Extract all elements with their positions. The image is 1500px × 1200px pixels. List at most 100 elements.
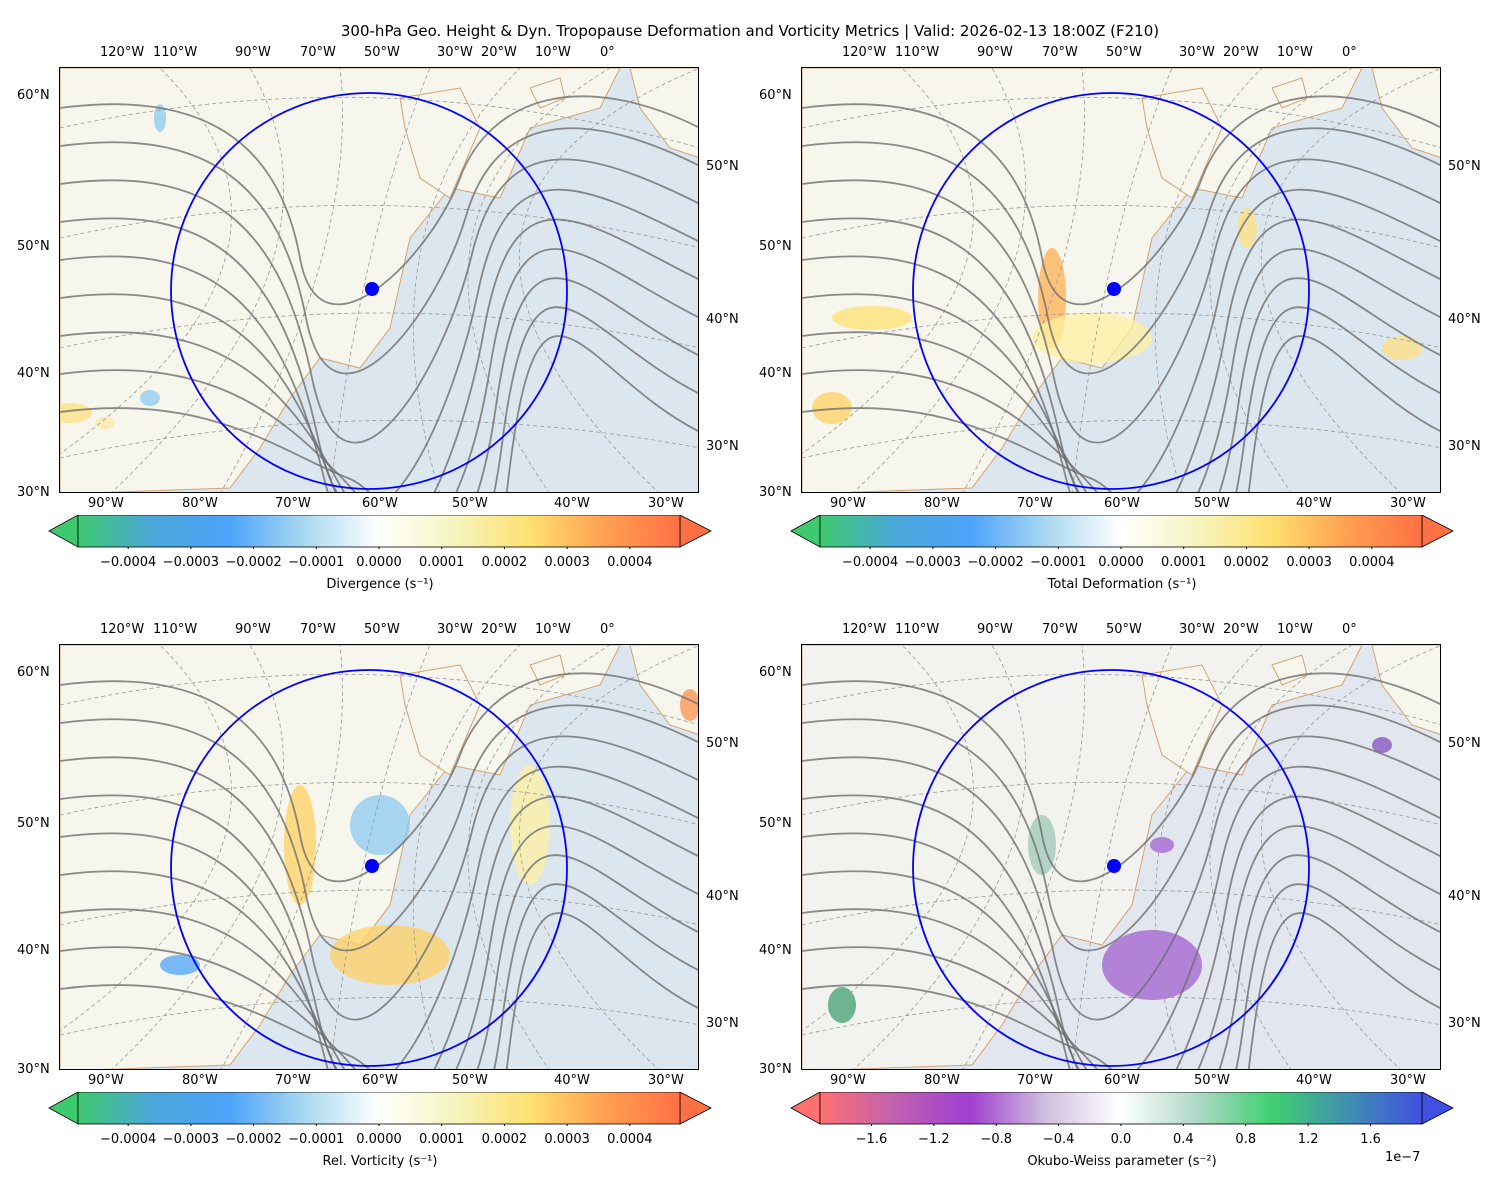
bottom-longitude-label: 70°W (275, 1073, 311, 1088)
height-contour (60, 765, 698, 1069)
map-panel-relative-vorticity (59, 644, 699, 1070)
colorbar-gradient (819, 1092, 1423, 1125)
graticule-line (802, 97, 1440, 148)
map-panel-total-deformation (801, 67, 1441, 493)
colorbar-okubo-weiss (790, 1092, 1454, 1126)
right-latitude-label: 50°N (706, 159, 739, 174)
top-longitude-label: 110°W (895, 45, 940, 60)
bottom-longitude-label: 40°W (554, 1073, 590, 1088)
colorbar-tick-label: 1.6 (1360, 1132, 1381, 1147)
land-north-america (60, 68, 621, 492)
left-latitude-label: 60°N (759, 88, 792, 103)
colorbar-tick-label: 0.0001 (418, 1132, 465, 1147)
height-contour (802, 912, 1440, 1069)
colorbar-tick-label: −0.8 (980, 1132, 1012, 1147)
left-latitude-label: 30°N (17, 485, 50, 500)
height-contour (60, 188, 698, 492)
left-latitude-label: 40°N (17, 366, 50, 381)
top-longitude-label: 70°W (1042, 45, 1078, 60)
top-longitude-label: 70°W (300, 45, 336, 60)
right-latitude-label: 50°N (706, 736, 739, 751)
left-latitude-label: 30°N (17, 1062, 50, 1077)
height-contour (60, 306, 698, 492)
graticule-line (60, 645, 232, 1032)
height-contour (60, 277, 698, 492)
colorbar-tick-label: 0.8 (1235, 1132, 1257, 1147)
colorbar-tick-label: 1.2 (1297, 1132, 1319, 1147)
right-latitude-label: 50°N (1448, 159, 1481, 174)
top-longitude-label: 0° (600, 45, 615, 60)
top-longitude-label: 10°W (535, 45, 571, 60)
field-shading (350, 795, 410, 855)
graticule-line (962, 68, 1085, 492)
height-contour (60, 912, 698, 1069)
analysis-radius-circle (170, 669, 568, 1067)
colorbar-min-extend (790, 515, 821, 548)
field-shading (510, 765, 550, 885)
field-shading (1102, 930, 1202, 1000)
right-latitude-label: 40°N (706, 312, 739, 327)
graticule-line (802, 312, 1440, 349)
top-longitude-label: 50°W (1106, 622, 1142, 637)
right-latitude-label: 30°N (1448, 439, 1481, 454)
field-shading (1237, 208, 1257, 248)
graticule-line (60, 312, 698, 349)
left-latitude-label: 50°N (759, 816, 792, 831)
field-shading (95, 417, 115, 429)
left-latitude-label: 60°N (759, 665, 792, 680)
top-longitude-label: 20°W (1223, 45, 1259, 60)
colorbar-tick-label: 0.0000 (356, 555, 402, 570)
top-longitude-label: 110°W (153, 622, 198, 637)
top-longitude-label: 30°W (1179, 622, 1215, 637)
graticule-line (519, 68, 698, 492)
left-latitude-label: 40°N (759, 943, 792, 958)
graticule-line (1071, 645, 1173, 1069)
graticule-line (412, 68, 521, 492)
bottom-longitude-label: 80°W (924, 1073, 960, 1088)
graticule-line (1154, 645, 1263, 1069)
height-contour (802, 704, 1440, 952)
colorbar-label: Okubo-Weiss parameter (s⁻²) (1027, 1154, 1217, 1169)
height-contour (802, 795, 1440, 1069)
top-longitude-label: 70°W (300, 622, 336, 637)
field-shading (284, 785, 316, 905)
colorbar-tick-label: −0.0002 (225, 555, 282, 570)
colorbar-divergence (48, 515, 712, 549)
colorbar-tick-label: 0.0000 (1098, 555, 1144, 570)
graticule-line (220, 68, 343, 492)
graticule-line (60, 97, 698, 148)
bottom-longitude-label: 60°W (1104, 1073, 1140, 1088)
bottom-longitude-label: 30°W (1390, 496, 1426, 511)
height-contour (60, 335, 698, 492)
top-longitude-label: 120°W (100, 622, 145, 637)
map-divergence (60, 68, 698, 492)
colorbar-tick-label: 0.0002 (481, 555, 528, 570)
bottom-longitude-label: 90°W (830, 496, 866, 511)
top-longitude-label: 120°W (842, 622, 887, 637)
height-contour (802, 277, 1440, 492)
colorbar-tick-label: 0.0002 (1223, 555, 1270, 570)
graticule-line (329, 645, 431, 1069)
colorbar-tick-label: 0.0003 (1286, 555, 1332, 570)
colorbar-offset-text: 1e−7 (1385, 1150, 1421, 1165)
left-latitude-label: 40°N (17, 943, 50, 958)
graticule-line (1154, 68, 1263, 492)
colorbar-tick-label: −0.0001 (288, 1132, 345, 1147)
field-shading (1372, 737, 1392, 753)
graticule-line (1071, 68, 1173, 492)
graticule-line (802, 68, 974, 455)
colorbar-total-deformation (790, 515, 1454, 549)
bottom-longitude-label: 90°W (830, 1073, 866, 1088)
colorbar-tick-label: −0.0003 (162, 555, 220, 570)
graticule-line (60, 674, 698, 725)
top-longitude-label: 50°W (364, 622, 400, 637)
right-latitude-label: 30°N (706, 439, 739, 454)
colorbar-tick-label: 0.4 (1173, 1132, 1194, 1147)
left-latitude-label: 30°N (759, 1062, 792, 1077)
right-latitude-label: 40°N (1448, 889, 1481, 904)
figure-title: 300-hPa Geo. Height & Dyn. Tropopause De… (340, 22, 1160, 40)
colorbar-tick-label: 0.0002 (481, 1132, 528, 1147)
bottom-longitude-label: 80°W (924, 496, 960, 511)
colorbar-min-extend (48, 515, 79, 548)
colorbar-tick-label: −0.0004 (841, 555, 899, 570)
